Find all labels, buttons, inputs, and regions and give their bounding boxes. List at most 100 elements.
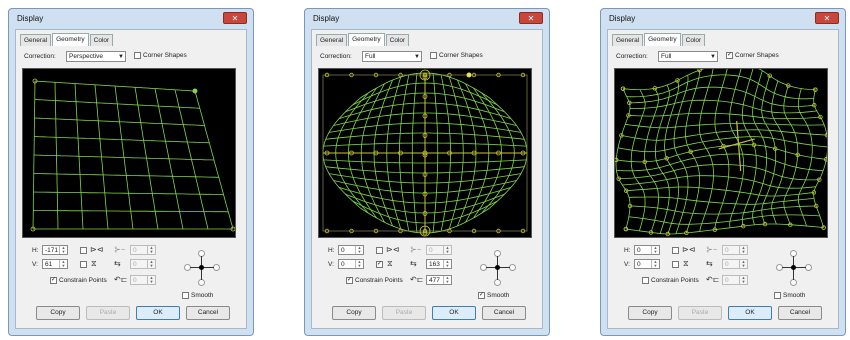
geometry-preview[interactable] <box>318 68 532 238</box>
constrain-box[interactable] <box>642 277 649 284</box>
skew-spinner[interactable]: 163 ▲ ▼ <box>426 259 452 269</box>
corner-shapes-box[interactable] <box>430 52 437 59</box>
constrain-box[interactable]: ✓ <box>346 277 353 284</box>
close-button[interactable]: ✕ <box>519 12 543 24</box>
correction-select[interactable]: Perspective ▼ <box>66 51 126 62</box>
flip-h-checkbox[interactable] <box>80 247 87 254</box>
tab-color[interactable]: Color <box>681 34 706 46</box>
cancel-button[interactable]: Cancel <box>482 306 526 320</box>
control-point-handle <box>619 133 624 138</box>
corner-shapes-checkbox[interactable]: Corner Shapes <box>430 52 483 59</box>
paste-button[interactable]: Paste <box>86 306 130 320</box>
flip-h-checkbox[interactable] <box>672 247 679 254</box>
bow-h-spinner[interactable]: 0 ▲ ▼ <box>130 245 156 255</box>
tab-color[interactable]: Color <box>89 34 114 46</box>
corner-shapes-checkbox[interactable]: Corner Shapes <box>134 52 187 59</box>
button-row: Copy Paste OK Cancel <box>614 306 832 320</box>
direction-pad[interactable] <box>480 250 516 286</box>
skew-spinner[interactable]: 0 ▲ ▼ <box>130 259 156 269</box>
constrain-points-checkbox[interactable]: ✓ Constrain Points <box>50 277 107 284</box>
bow-h-spinner[interactable]: 0 ▲ ▼ <box>722 245 748 255</box>
smooth-label: Smooth <box>783 292 806 299</box>
corner-shapes-box[interactable] <box>134 52 141 59</box>
control-point-handle <box>422 150 428 156</box>
tab-geometry[interactable]: Geometry <box>52 33 89 46</box>
pad-down-icon[interactable] <box>494 279 501 286</box>
smooth-box[interactable]: ✓ <box>478 292 485 299</box>
rotate-value: 0 <box>133 277 137 284</box>
tab-general[interactable]: General <box>20 34 52 46</box>
flip-v-checkbox[interactable] <box>80 261 87 268</box>
grid-line <box>32 80 36 230</box>
constrain-box[interactable]: ✓ <box>50 277 57 284</box>
corner-shapes-box[interactable]: ✓ <box>726 52 733 59</box>
direction-pad[interactable] <box>184 250 220 286</box>
spin-arrows-icon: ▲ ▼ <box>443 260 451 268</box>
copy-button[interactable]: Copy <box>628 306 672 320</box>
pad-down-icon[interactable] <box>198 279 205 286</box>
ok-button[interactable]: OK <box>432 306 476 320</box>
geometry-preview[interactable] <box>22 68 236 238</box>
grid-line <box>134 87 159 230</box>
tab-general[interactable]: General <box>316 34 348 46</box>
control-point-handle <box>422 94 428 99</box>
control-point-handle <box>627 203 633 209</box>
v-spinner[interactable]: 0 ▲ ▼ <box>634 259 660 269</box>
spin-arrows-icon: ▲ ▼ <box>739 260 747 268</box>
pad-down-icon[interactable] <box>790 279 797 286</box>
tab-color[interactable]: Color <box>385 34 410 46</box>
h-spinner[interactable]: -171 ▲ ▼ <box>42 245 68 255</box>
smooth-checkbox[interactable]: Smooth <box>182 292 213 299</box>
flip-v-checkbox[interactable] <box>672 261 679 268</box>
tab-general[interactable]: General <box>612 34 644 46</box>
h-spinner[interactable]: 0 ▲ ▼ <box>338 245 364 255</box>
cancel-button[interactable]: Cancel <box>778 306 822 320</box>
control-point-handle <box>422 172 428 177</box>
rotate-spinner[interactable]: 0 ▲ ▼ <box>130 275 156 285</box>
control-point-handle <box>422 228 428 234</box>
copy-button[interactable]: Copy <box>36 306 80 320</box>
ok-button[interactable]: OK <box>136 306 180 320</box>
control-point-handle <box>373 228 379 234</box>
close-button[interactable]: ✕ <box>815 12 839 24</box>
control-point-handle <box>471 72 477 78</box>
skew-spinner[interactable]: 0 ▲ ▼ <box>722 259 748 269</box>
control-point-handle <box>688 149 693 154</box>
geometry-preview[interactable] <box>614 68 828 238</box>
smooth-checkbox[interactable]: ✓ Smooth <box>478 292 509 299</box>
correction-select[interactable]: Full ▼ <box>658 51 718 62</box>
flip-h-checkbox[interactable] <box>376 247 383 254</box>
cancel-button[interactable]: Cancel <box>186 306 230 320</box>
direction-pad[interactable] <box>776 250 812 286</box>
tab-geometry[interactable]: Geometry <box>644 33 681 46</box>
skew-icon: ⇆ <box>114 259 121 268</box>
paste-button[interactable]: Paste <box>382 306 426 320</box>
h-value: 0 <box>637 247 641 254</box>
rotate-spinner[interactable]: 0 ▲ ▼ <box>722 275 748 285</box>
corner-shapes-checkbox[interactable]: ✓ Corner Shapes <box>726 52 779 59</box>
smooth-checkbox[interactable]: Smooth <box>774 292 805 299</box>
paste-button[interactable]: Paste <box>678 306 722 320</box>
smooth-box[interactable] <box>774 292 781 299</box>
h-spinner[interactable]: 0 ▲ ▼ <box>634 245 660 255</box>
smooth-box[interactable] <box>182 292 189 299</box>
pad-right-icon[interactable] <box>509 264 516 271</box>
v-spinner[interactable]: 0 ▲ ▼ <box>338 259 364 269</box>
correction-select[interactable]: Full ▼ <box>362 51 422 62</box>
dialog-title: Display <box>313 14 340 23</box>
spin-arrows-icon: ▲ ▼ <box>59 246 67 254</box>
constrain-points-checkbox[interactable]: Constrain Points <box>642 277 699 284</box>
tab-strip: General Geometry Color <box>20 33 114 46</box>
bow-h-spinner[interactable]: 0 ▲ ▼ <box>426 245 452 255</box>
v-spinner[interactable]: 61 ▲ ▼ <box>42 259 68 269</box>
flip-v-checkbox[interactable]: ✓ <box>376 261 383 268</box>
copy-button[interactable]: Copy <box>332 306 376 320</box>
tab-geometry[interactable]: Geometry <box>348 33 385 46</box>
pad-right-icon[interactable] <box>805 264 812 271</box>
constrain-points-checkbox[interactable]: ✓ Constrain Points <box>346 277 403 284</box>
tab-strip: General Geometry Color <box>612 33 706 46</box>
close-button[interactable]: ✕ <box>223 12 247 24</box>
pad-right-icon[interactable] <box>213 264 220 271</box>
rotate-spinner[interactable]: 477 ▲ ▼ <box>426 275 452 285</box>
ok-button[interactable]: OK <box>728 306 772 320</box>
